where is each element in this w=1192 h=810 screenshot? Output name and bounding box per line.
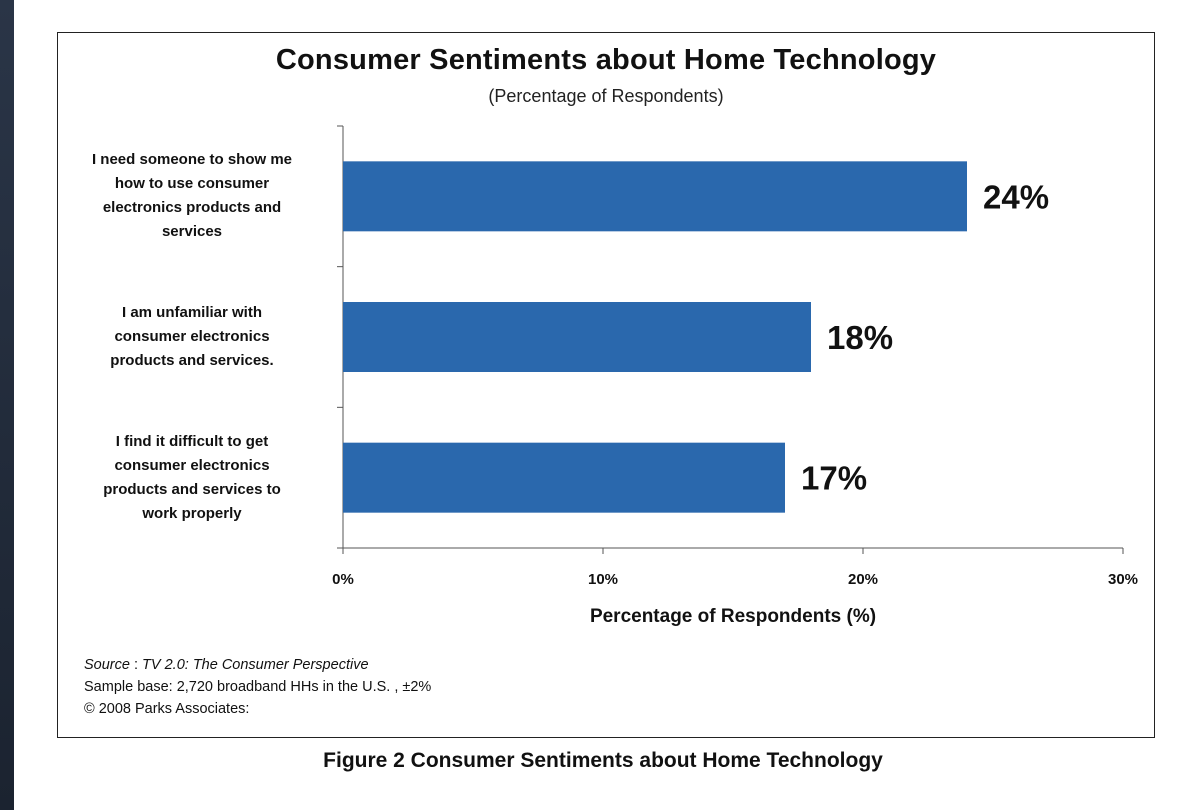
bar	[343, 302, 811, 372]
category-label-line: services	[161, 223, 223, 241]
category-label-line: I find it difficult to get	[115, 432, 269, 450]
source-line: Source : TV 2.0: The Consumer Perspectiv…	[84, 654, 431, 676]
source-notes: Source : TV 2.0: The Consumer Perspectiv…	[84, 654, 431, 720]
chart-subtitle: (Percentage of Respondents)	[488, 86, 724, 106]
copyright-note: © 2008 Parks Associates:	[84, 701, 250, 717]
x-tick-label: 30%	[1108, 571, 1138, 588]
category-label-line: products and services to	[103, 480, 281, 498]
category-label-line: how to use consumer	[114, 175, 270, 193]
source-label: Source	[84, 657, 130, 673]
x-axis-title: Percentage of Respondents (%)	[589, 606, 877, 627]
bar	[343, 442, 785, 513]
bar-value-label: 24%	[983, 178, 1049, 215]
x-tick-label: 0%	[332, 571, 354, 588]
chart-frame	[57, 32, 1155, 738]
category-label-line: consumer electronics	[114, 328, 270, 345]
bar-value-label: 18%	[827, 319, 893, 356]
category-label-line: consumer electronics	[114, 456, 270, 474]
category-label-line: products and services.	[110, 352, 274, 369]
chart-title: Consumer Sentiments about Home Technolog…	[275, 44, 937, 76]
category-label-line: I am unfamiliar with	[121, 304, 263, 321]
category-label-line: I need someone to show me	[91, 151, 293, 169]
source-title: TV 2.0: The Consumer Perspective	[142, 657, 369, 673]
source-separator: :	[129, 657, 143, 673]
x-tick-label: 20%	[848, 571, 878, 588]
sample-base-note: Sample base: 2,720 broadband HHs in the …	[84, 679, 432, 695]
category-label-line: work properly	[142, 504, 242, 522]
category-label: I need someone to show me how to use cons…	[57, 148, 327, 244]
bar-value-label: 17%	[801, 460, 867, 497]
category-label-line: electronics products and	[102, 199, 282, 217]
category-label: I find it difficult to get consumer elect…	[57, 430, 327, 526]
bar	[343, 161, 967, 232]
x-tick-label: 10%	[588, 571, 618, 588]
figure-caption: Figure 2 Consumer Sentiments about Home …	[323, 749, 883, 772]
category-label: I am unfamiliar with consumer electronics…	[57, 301, 327, 373]
